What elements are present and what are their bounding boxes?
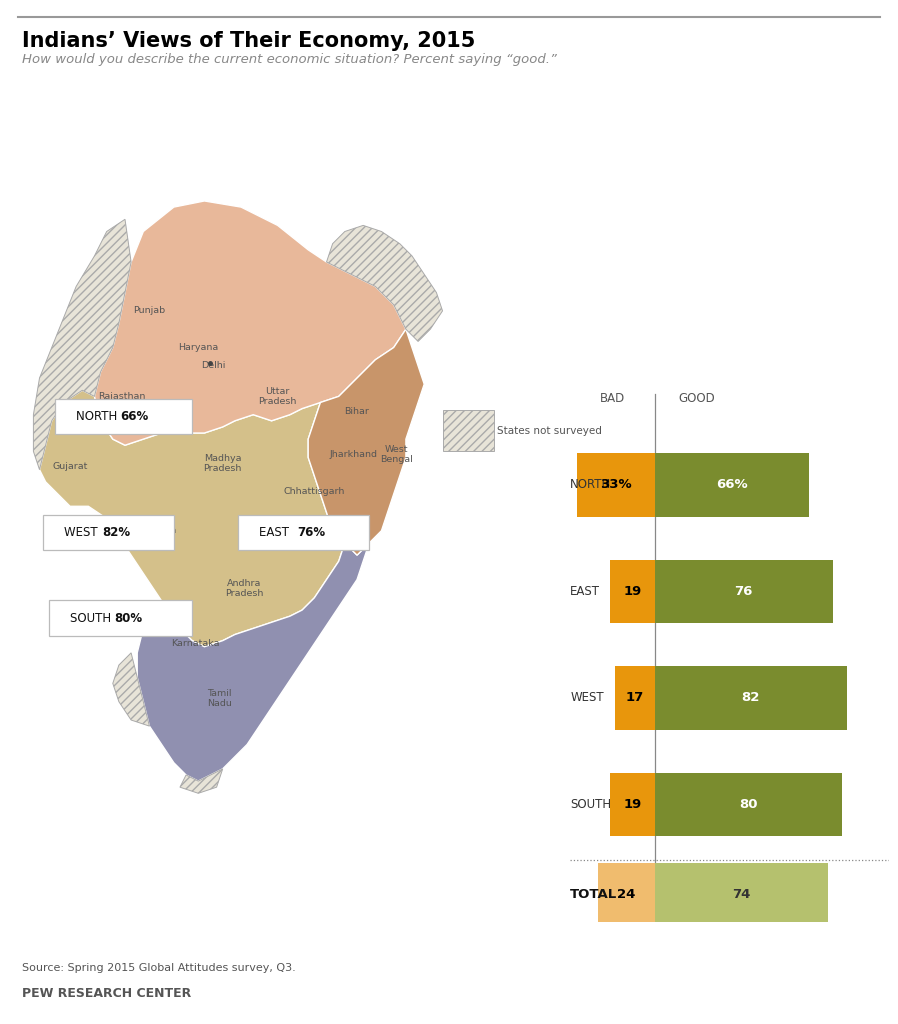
Bar: [615, 666, 655, 730]
Text: West
Bengal: West Bengal: [381, 444, 413, 464]
Text: States not surveyed: States not surveyed: [497, 426, 603, 435]
Text: Haryana: Haryana: [178, 343, 218, 352]
Text: 66%: 66%: [717, 478, 748, 492]
Text: Indians’ Views of Their Economy, 2015: Indians’ Views of Their Economy, 2015: [22, 31, 476, 51]
Text: Rajasthan: Rajasthan: [98, 392, 145, 400]
Text: SOUTH: SOUTH: [570, 798, 612, 811]
Text: GOOD: GOOD: [678, 392, 715, 406]
Text: EAST: EAST: [260, 526, 297, 539]
Bar: [655, 666, 847, 730]
Text: SOUTH: SOUTH: [70, 611, 119, 625]
Text: PEW RESEARCH CENTER: PEW RESEARCH CENTER: [22, 987, 191, 1000]
Bar: [610, 772, 655, 837]
FancyBboxPatch shape: [42, 515, 174, 550]
Text: 80: 80: [739, 798, 758, 811]
Text: Delhi: Delhi: [201, 361, 225, 371]
Polygon shape: [137, 543, 369, 781]
Bar: [610, 559, 655, 624]
Text: Punjab: Punjab: [134, 306, 165, 315]
Text: WEST: WEST: [570, 691, 603, 705]
Text: 17: 17: [626, 691, 644, 705]
Polygon shape: [180, 769, 223, 794]
Text: BAD: BAD: [600, 392, 625, 406]
Text: Uttar
Pradesh: Uttar Pradesh: [259, 387, 297, 407]
Text: TOTAL: TOTAL: [570, 889, 618, 901]
Text: NORTH: NORTH: [570, 478, 612, 492]
Text: Andhra
Pradesh: Andhra Pradesh: [224, 579, 263, 598]
Text: Bihar: Bihar: [345, 408, 369, 416]
Text: Source: Spring 2015 Global Attitudes survey, Q3.: Source: Spring 2015 Global Attitudes sur…: [22, 963, 296, 973]
Text: 80%: 80%: [115, 611, 143, 625]
Text: Tamil
Nadu: Tamil Nadu: [207, 689, 232, 709]
FancyBboxPatch shape: [48, 600, 192, 636]
Text: 24: 24: [617, 889, 636, 901]
FancyBboxPatch shape: [238, 515, 369, 550]
Text: 19: 19: [623, 585, 641, 598]
Text: Chhattisgarh: Chhattisgarh: [284, 486, 345, 496]
FancyBboxPatch shape: [55, 398, 192, 434]
Text: Karnataka: Karnataka: [171, 639, 219, 648]
Text: 76%: 76%: [297, 526, 325, 539]
Text: 19: 19: [623, 798, 641, 811]
Text: Gujarat: Gujarat: [52, 462, 88, 471]
Bar: [655, 559, 832, 624]
Polygon shape: [33, 219, 131, 470]
Text: WEST: WEST: [64, 526, 105, 539]
Polygon shape: [113, 653, 149, 726]
Polygon shape: [308, 329, 424, 555]
Text: Jharkhand: Jharkhand: [330, 450, 378, 459]
Text: 74: 74: [732, 889, 751, 901]
Text: How would you describe the current economic situation? Percent saying “good.”: How would you describe the current econo…: [22, 53, 558, 67]
Bar: [655, 863, 828, 927]
Text: Madhya
Pradesh: Madhya Pradesh: [204, 454, 242, 473]
Bar: [577, 453, 655, 517]
Text: 76: 76: [735, 585, 753, 598]
FancyBboxPatch shape: [443, 410, 495, 452]
Text: NORTH: NORTH: [76, 410, 125, 423]
Text: 33%: 33%: [600, 478, 632, 492]
Polygon shape: [40, 390, 345, 647]
Bar: [655, 453, 809, 517]
Bar: [655, 772, 842, 837]
Text: 82: 82: [742, 691, 760, 705]
Text: Odisha: Odisha: [325, 526, 358, 536]
Polygon shape: [94, 201, 406, 445]
Text: 66%: 66%: [120, 410, 149, 423]
Text: 82%: 82%: [101, 526, 130, 539]
Text: EAST: EAST: [570, 585, 600, 598]
Text: Maharashtra: Maharashtra: [116, 526, 177, 536]
Polygon shape: [327, 225, 443, 341]
Bar: [598, 863, 655, 927]
